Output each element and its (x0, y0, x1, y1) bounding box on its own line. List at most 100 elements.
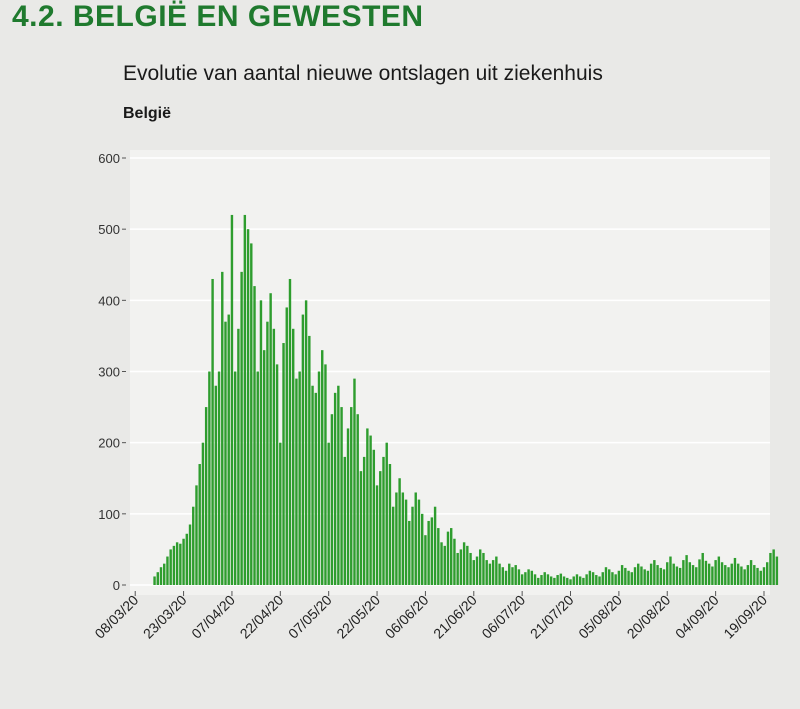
bar (527, 569, 530, 585)
x-tick-label: 19/09/20 (720, 592, 770, 642)
x-tick-label: 08/03/20 (91, 592, 141, 642)
y-tick-label: 400 (98, 293, 120, 308)
bar (688, 562, 692, 585)
x-tick-label: 22/05/20 (333, 592, 383, 642)
bar (259, 300, 263, 585)
y-tick-label: 600 (98, 151, 120, 166)
bar (372, 449, 376, 585)
bar (775, 556, 779, 585)
bar (262, 350, 266, 585)
bar (156, 572, 159, 585)
bar (675, 566, 679, 585)
bar (727, 567, 730, 585)
bar (459, 549, 463, 585)
bar (214, 385, 218, 585)
bar (633, 567, 637, 585)
bar (646, 570, 650, 585)
bar (166, 556, 169, 585)
bar (153, 576, 156, 585)
bar (649, 563, 653, 585)
bar (317, 371, 321, 585)
bar (169, 549, 172, 585)
bar (707, 563, 711, 585)
bar (575, 574, 579, 585)
bar (340, 407, 343, 585)
bar (540, 575, 543, 585)
bar (275, 364, 279, 585)
bar (601, 572, 604, 585)
bar (256, 371, 259, 585)
bar (314, 392, 317, 585)
bar (350, 407, 353, 585)
bar (704, 560, 708, 585)
bar (533, 574, 537, 585)
bar (382, 456, 385, 585)
x-tick-label: 06/07/20 (478, 592, 528, 642)
bar (446, 531, 450, 585)
x-tick-label: 23/03/20 (140, 592, 190, 642)
bar (762, 567, 766, 585)
bar (208, 371, 211, 585)
x-tick-label: 06/06/20 (382, 592, 432, 642)
plot-background (130, 150, 770, 595)
bar (233, 371, 237, 585)
bar (404, 499, 408, 585)
bar (617, 570, 621, 585)
bar (253, 286, 256, 585)
bar (517, 569, 521, 585)
bar (221, 271, 224, 585)
x-tick-label: 04/09/20 (672, 592, 722, 642)
bar (163, 563, 166, 585)
x-tick-label: 22/04/20 (237, 592, 287, 642)
bar (243, 214, 247, 585)
y-tick-label: 0 (113, 578, 120, 593)
bar (224, 321, 227, 585)
bar (395, 492, 398, 585)
bar (608, 569, 611, 585)
bar (740, 566, 743, 585)
bar (201, 442, 205, 585)
bar (698, 559, 701, 585)
bar (562, 576, 566, 585)
x-tick-label: 20/08/20 (624, 592, 674, 642)
y-tick-label: 100 (98, 507, 120, 522)
bar (766, 562, 769, 585)
bar (462, 542, 466, 585)
bar (549, 576, 553, 585)
bar (308, 335, 311, 585)
bar (537, 577, 540, 585)
bar (666, 562, 669, 585)
bar (582, 577, 585, 585)
bar (411, 506, 414, 585)
bar (472, 560, 475, 585)
bar (669, 556, 672, 585)
bars (153, 214, 779, 585)
bar (714, 560, 717, 585)
bar (379, 471, 382, 585)
bar (159, 567, 163, 585)
bar (366, 428, 369, 585)
bar (572, 576, 575, 585)
bar (362, 456, 366, 585)
bar (530, 570, 534, 585)
bar (701, 552, 704, 585)
bar (230, 214, 234, 585)
bar (501, 567, 505, 585)
bar (369, 435, 372, 585)
bar (456, 552, 459, 585)
bar (569, 579, 572, 585)
bar (453, 538, 456, 585)
bar (659, 567, 663, 585)
bar (624, 567, 627, 585)
bar (630, 572, 633, 585)
bar (746, 565, 750, 585)
bar (559, 573, 563, 585)
bar (769, 552, 772, 585)
chart-subtitle: België (123, 105, 172, 122)
bar (269, 293, 272, 585)
bar (469, 552, 472, 585)
bar (211, 278, 214, 585)
bar (182, 538, 185, 585)
bar (295, 378, 298, 585)
bar (327, 442, 330, 585)
